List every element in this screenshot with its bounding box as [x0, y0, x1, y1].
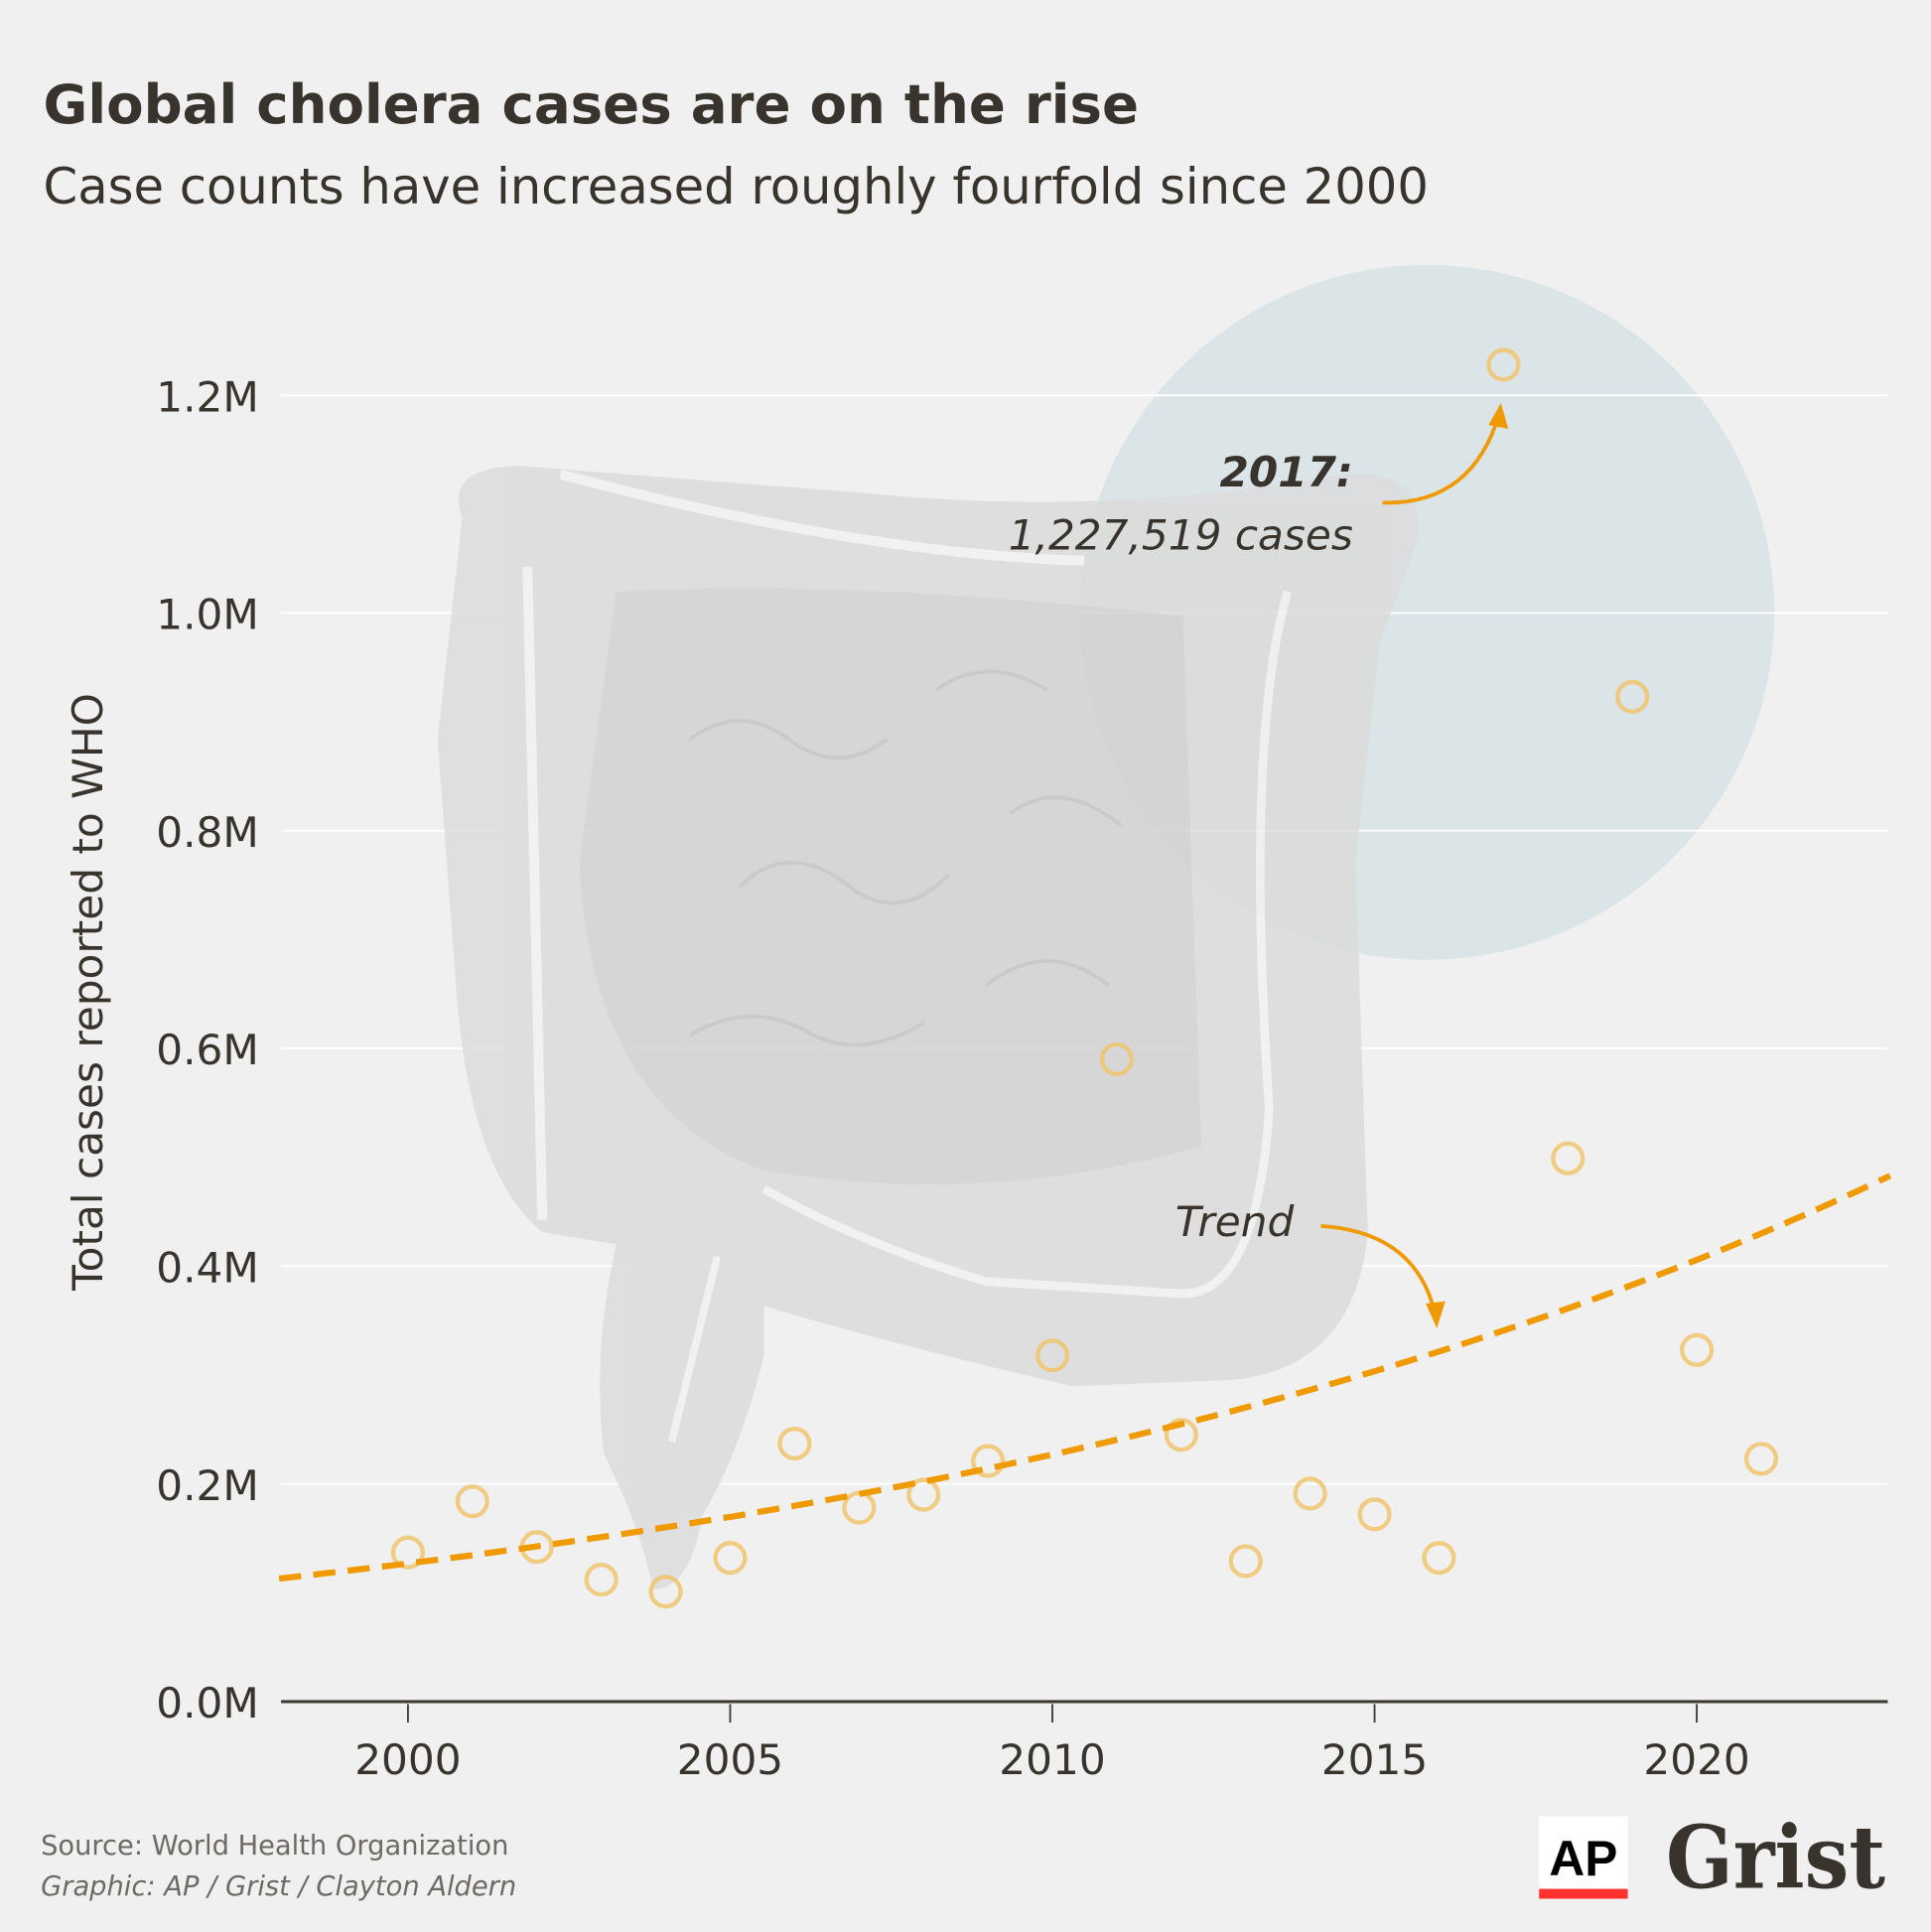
x-tick-label: 2010	[999, 1735, 1105, 1784]
x-tick-label: 2005	[677, 1735, 783, 1784]
data-point-2018	[1551, 1141, 1586, 1175]
data-point-2006	[777, 1426, 812, 1461]
data-point-2000	[390, 1535, 425, 1570]
data-point-2001	[455, 1484, 489, 1519]
chart-title: Global cholera cases are on the rise	[44, 72, 1139, 136]
data-points	[390, 347, 1779, 1609]
y-tick-label: 0.6M	[156, 1026, 259, 1074]
data-point-2005	[713, 1541, 748, 1576]
data-point-2012	[1164, 1418, 1198, 1452]
data-point-2017	[1486, 347, 1521, 382]
data-point-2003	[584, 1563, 619, 1597]
x-tick-label: 2015	[1321, 1735, 1428, 1784]
y-tick-label: 1.0M	[156, 591, 259, 639]
grist-logo: Grist	[1666, 1807, 1885, 1908]
y-tick-label: 0.4M	[156, 1243, 259, 1292]
y-tick-label: 1.2M	[156, 372, 259, 421]
x-tick-label: 2000	[354, 1735, 461, 1784]
annotation-2017-value: 1,227,519 cases	[1009, 511, 1353, 560]
data-point-2008	[906, 1477, 941, 1512]
intestine-illustration	[437, 466, 1419, 1589]
annotation-2017-year: 2017:	[1220, 448, 1353, 496]
arrowhead-icon	[1426, 1301, 1446, 1328]
data-point-2021	[1743, 1442, 1779, 1476]
annotation-arrow-2017	[1382, 412, 1502, 505]
y-tick-label: 0.0M	[156, 1679, 259, 1727]
data-point-2013	[1228, 1544, 1263, 1579]
source-note: Source: World Health Organization	[41, 1831, 508, 1862]
data-point-2009	[971, 1444, 1006, 1478]
credit-note: Graphic: AP / Grist / Clayton Aldern	[41, 1871, 516, 1902]
y-tick-label: 0.8M	[156, 808, 259, 857]
y-axis: 0.0M 0.2M 0.4M 0.6M 0.8M 1.0M 1.2M	[156, 372, 259, 1727]
data-point-2020	[1680, 1332, 1715, 1367]
data-point-2007	[842, 1490, 877, 1525]
ap-logo: AP	[1539, 1816, 1628, 1899]
arrowhead-icon	[1488, 402, 1509, 429]
y-tick-label: 0.2M	[156, 1461, 259, 1510]
data-point-2019	[1615, 679, 1650, 714]
annotation-arrow-trend	[1320, 1224, 1438, 1316]
chart-subtitle: Case counts have increased roughly fourf…	[44, 158, 1429, 215]
data-point-2016	[1422, 1541, 1456, 1576]
x-tick-label: 2020	[1643, 1735, 1749, 1784]
data-point-2014	[1293, 1476, 1327, 1511]
data-point-2011	[1099, 1041, 1134, 1077]
data-point-2010	[1034, 1338, 1070, 1373]
x-axis: 2000 2005 2010 2015 2020	[354, 1704, 1750, 1784]
data-point-2015	[1357, 1497, 1392, 1532]
trend-label: Trend	[1175, 1197, 1295, 1246]
svg-text:AP: AP	[1549, 1831, 1617, 1886]
data-point-2004	[648, 1575, 683, 1609]
y-axis-title: Total cases reported to WHO	[64, 693, 112, 1292]
